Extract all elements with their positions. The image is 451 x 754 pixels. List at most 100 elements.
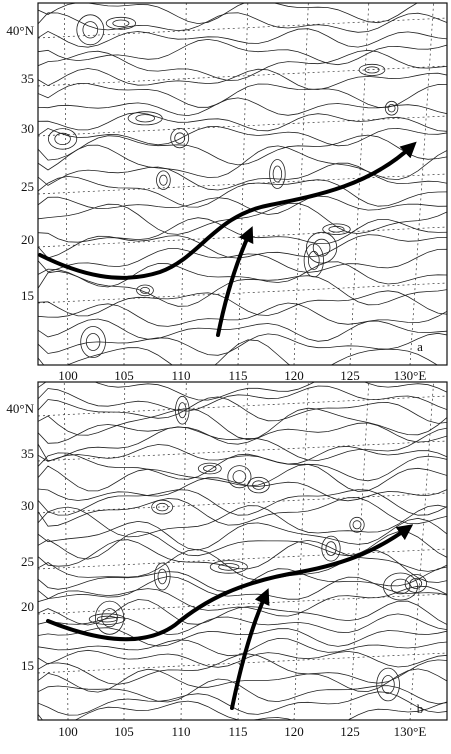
contour-line (38, 175, 447, 208)
contour-closed (312, 238, 331, 257)
contour-line (38, 134, 447, 166)
contour-closed (88, 613, 126, 625)
contour-closed (381, 675, 395, 694)
graticule-line (293, 382, 309, 720)
contour-line (38, 12, 447, 33)
contour-closed (47, 128, 78, 150)
contour-line (38, 497, 447, 527)
contour-closed (174, 132, 186, 144)
contour-closed (384, 100, 399, 116)
jet-axis-arrow (38, 141, 417, 280)
latitude-label: 15 (21, 658, 34, 673)
longitude-label: 120 (284, 368, 304, 383)
latitude-label: 35 (21, 446, 34, 461)
contour-closed (54, 132, 71, 145)
latitude-label: 20 (21, 232, 34, 247)
contour-line (38, 668, 447, 693)
contour-closed (154, 562, 171, 591)
contour-line (38, 585, 447, 617)
graticule-line (349, 382, 370, 720)
longitude-label: 105 (114, 368, 134, 383)
graticule-line (63, 3, 69, 365)
longitude-label: 120 (284, 724, 304, 739)
contour-line (38, 202, 447, 235)
longitude-label: 130°E (394, 368, 427, 383)
contour-closed (151, 499, 174, 515)
contour-closed (127, 111, 163, 126)
contour-line (38, 504, 447, 538)
contour-line (38, 517, 447, 551)
contour-closed (321, 535, 341, 562)
contour-closed (376, 667, 400, 702)
contour-closed (157, 568, 168, 585)
latitude-label: 40°N (6, 23, 34, 38)
longitude-label: 100 (58, 724, 78, 739)
contour-line (38, 426, 447, 462)
contour-closed (269, 159, 286, 189)
longitude-label: 100 (58, 368, 78, 383)
contour-closed (252, 480, 266, 490)
graticule-line (349, 3, 370, 365)
graticule-line (38, 593, 447, 615)
contour-line (38, 452, 447, 482)
contour-closed (197, 462, 222, 475)
contour-line (38, 217, 447, 245)
contour-line (38, 318, 447, 342)
contour-closed (85, 333, 101, 351)
contour-closed (409, 578, 423, 589)
panel-b-map (38, 382, 447, 720)
contour-closed (307, 250, 320, 270)
panel-label: a (417, 339, 423, 354)
contour-closed (227, 465, 252, 489)
contour-closed (390, 578, 411, 595)
contour-line (38, 49, 447, 81)
contour-closed (155, 502, 169, 512)
longitude-label: 110 (171, 724, 190, 739)
jet-axis-arrow (216, 226, 254, 337)
graticule-line (409, 382, 434, 720)
contour-line (38, 234, 447, 259)
longitude-label: 130°E (394, 724, 427, 739)
contour-closed (80, 326, 106, 358)
contour-closed (96, 615, 118, 623)
contour-line (38, 126, 447, 147)
contour-closed (105, 16, 137, 30)
contour-line (38, 144, 447, 181)
graticule-line (237, 3, 249, 365)
contour-closed (404, 574, 427, 593)
contour-line (38, 112, 447, 132)
graticule-line (180, 3, 187, 365)
contour-closed (352, 520, 362, 530)
contour-line (38, 548, 447, 583)
contour-line (38, 700, 447, 720)
contour-closed (76, 14, 105, 46)
contour-line (38, 385, 447, 412)
contour-closed (349, 516, 365, 533)
contour-closed (82, 21, 99, 39)
contour-line (38, 691, 447, 716)
contour-line (38, 539, 447, 572)
longitude-label: 105 (114, 724, 134, 739)
contour-closed (159, 174, 168, 186)
longitude-label: 110 (171, 368, 190, 383)
contour-line (38, 261, 447, 288)
graticule-line (38, 173, 447, 195)
contour-closed (209, 560, 248, 574)
contour-closed (232, 470, 247, 484)
contour-closed (156, 170, 171, 190)
contour-line (38, 382, 447, 401)
longitude-label: 125 (340, 368, 360, 383)
contour-line (38, 576, 447, 600)
contour-line (38, 248, 447, 273)
graticule-line (123, 3, 126, 365)
panel-frame (37, 381, 448, 721)
contour-closed (175, 395, 190, 425)
contour-closed (322, 223, 351, 235)
latitude-label: 25 (21, 179, 34, 194)
graticule-line (293, 3, 309, 365)
contour-closed (272, 165, 283, 183)
contour-closed (112, 19, 130, 27)
contour-line (38, 627, 447, 647)
contour-line (38, 332, 447, 356)
